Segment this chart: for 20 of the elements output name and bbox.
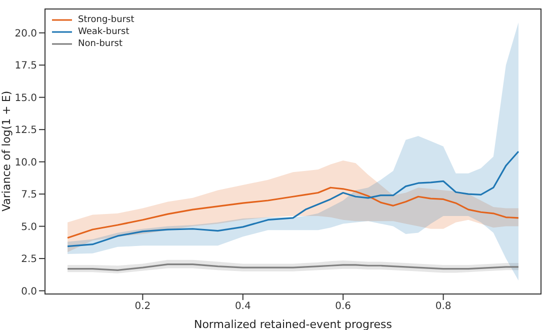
line-series [66, 186, 520, 239]
y-tick-label: 7.5 [21, 190, 37, 201]
y-tick-label: 17.5 [14, 60, 37, 72]
y-tick-label: 20.0 [14, 28, 37, 40]
y-tick-label: 2.5 [21, 254, 37, 266]
x-axis-title: Normalized retained-event progress [194, 318, 392, 330]
y-tick-label: 5.0 [21, 222, 37, 233]
y-tick-label: 12.5 [14, 125, 37, 136]
x-tick-label: 0.4 [234, 301, 251, 312]
y-axis-title: Variance of log(1 + E) [0, 90, 13, 212]
legend-label: Weak-burst [78, 26, 130, 38]
legend-label: Strong-burst [78, 14, 134, 26]
y-tick-label: 15.0 [14, 92, 37, 104]
x-tick-label: 0.6 [335, 301, 352, 312]
line-series [66, 150, 520, 248]
x-tick-label: 0.2 [134, 301, 151, 312]
x-tick-label: 0.8 [435, 301, 452, 312]
y-tick-label: 0.0 [21, 286, 37, 298]
y-tick-label: 10.0 [14, 157, 37, 168]
legend-label: Non-burst [78, 38, 123, 50]
